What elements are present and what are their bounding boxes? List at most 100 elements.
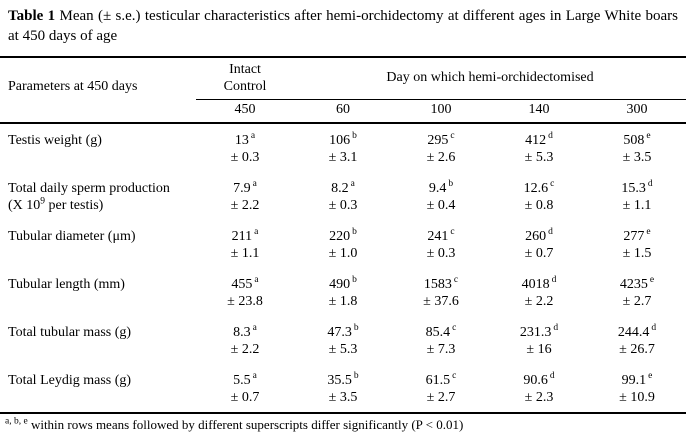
superscript-letter: b [448,178,454,189]
mean-value: 260 d [525,226,553,244]
value-cell: 231.3 d ± 16 [490,316,588,364]
col-header-group: Day on which hemi-orchidectomised [294,56,686,100]
se-value: ± 2.2 [524,294,554,310]
exponent: 9 [40,196,46,207]
se-value: ± 5.3 [328,342,358,358]
se-value: ± 2.2 [230,198,260,214]
superscript-letter: d [551,274,557,285]
superscript-letter: c [453,274,459,285]
superscript-letter: e [648,370,653,381]
mean-value: 277 e [623,226,651,244]
se-value: ± 16 [526,342,552,358]
value-cell: 35.5 b ± 3.5 [294,363,392,414]
footnote-text: within rows means followed by different … [30,416,464,432]
day-column-header: 140 [490,99,588,124]
se-value: ± 37.6 [423,294,459,310]
mean-value: 85.4 c [425,322,457,340]
se-value: ± 0.7 [524,246,554,262]
mean-value: 295 c [427,130,455,148]
mean-value: 7.9 a [233,178,257,196]
value-cell: 508 e ± 3.5 [588,123,686,172]
se-value: ± 26.7 [619,342,655,358]
se-value: ± 1.1 [230,246,260,262]
col-header-parameters: Parameters at 450 days [0,56,196,124]
value-cell: 220 b ± 1.0 [294,220,392,268]
se-value: ± 0.4 [426,198,456,214]
mean-value: 244.4 d [617,322,657,340]
mean-value: 4235 e [619,274,655,292]
mean-value: 106 b [329,130,357,148]
value-cell: 260 d ± 0.7 [490,220,588,268]
value-cell: 295 c ± 2.6 [392,123,490,172]
footnote: a, b, e within rows means followed by di… [0,414,686,433]
value-cell: 455 a ± 23.8 [196,268,294,316]
superscript-letter: e [649,274,655,285]
superscript-letter: b [352,226,357,237]
mean-value: 61.5 c [425,370,457,388]
value-cell: 7.9 a ± 2.2 [196,172,294,220]
mean-value: 455 a [231,274,259,292]
superscript-letter: a [252,322,257,333]
mean-value: 9.4 b [428,178,454,196]
se-value: ± 3.1 [328,150,358,166]
table-row: Tubular length (mm) 455 a ± 23.8 490 b ± 1… [0,268,686,316]
superscript-letter: a [254,274,259,285]
table-row: Testis weight (g) 13 a ± 0.3 106 b ± 3.1 2… [0,123,686,172]
value-cell: 241 c ± 0.3 [392,220,490,268]
col-header-intact-control: Intact Control [196,56,294,100]
se-value: ± 2.6 [426,150,456,166]
se-value: ± 5.3 [524,150,554,166]
value-cell: 12.6 c ± 0.8 [490,172,588,220]
value-cell: 211 a ± 1.1 [196,220,294,268]
day-column-header: 300 [588,99,686,124]
row-label: Total Leydig mass (g) [0,363,196,414]
se-value: ± 0.3 [230,150,260,166]
se-value: ± 1.8 [328,294,358,310]
mean-value: 8.3 a [233,322,257,340]
value-cell: 106 b ± 3.1 [294,123,392,172]
se-value: ± 10.9 [619,390,655,406]
superscript-letter: b [352,130,357,141]
se-value: ± 0.3 [328,198,358,214]
se-value: ± 2.3 [524,390,554,406]
day-column-header: 450 [196,99,294,124]
table-caption-text: Mean (± s.e.) testicular characteristics… [8,8,678,44]
mean-value: 508 e [623,130,651,148]
mean-value: 90.6 d [523,370,555,388]
row-label: Tubular length (mm) [8,276,125,292]
superscript-letter: b [352,274,357,285]
mean-value: 8.2 a [331,178,355,196]
value-cell: 61.5 c ± 2.7 [392,363,490,414]
superscript-letter: b [353,322,359,333]
mean-value: 13 a [234,130,256,148]
value-cell: 99.1 e ± 10.9 [588,363,686,414]
mean-value: 12.6 c [523,178,555,196]
mean-value: 5.5 a [233,370,257,388]
value-cell: 490 b ± 1.8 [294,268,392,316]
superscript-letter: c [450,226,455,237]
value-cell: 13 a ± 0.3 [196,123,294,172]
intact-line2: Control [223,79,267,95]
mean-value: 241 c [427,226,455,244]
table-row: Tubular diameter (μm) 211 a ± 1.1 220 b ± … [0,220,686,268]
table-row: Total daily sperm production (X 109 per … [0,172,686,220]
table-caption: Table 1 Mean (± s.e.) testicular charact… [0,0,686,47]
row-label: Testis weight (g) [8,132,102,148]
se-value: ± 1.5 [622,246,652,262]
mean-value: 490 b [329,274,357,292]
value-cell: 85.4 c ± 7.3 [392,316,490,364]
superscript-letter: c [550,178,555,189]
day-column-header: 60 [294,99,392,124]
value-cell: 4018 d ± 2.2 [490,268,588,316]
superscript-letter: a [252,178,257,189]
row-label: Tubular diameter (μm) [8,228,136,244]
se-value: ± 0.3 [426,246,456,262]
se-value: ± 2.7 [622,294,652,310]
superscript-letter: a [252,370,257,381]
mean-value: 4018 d [521,274,557,292]
superscript-letter: c [450,130,455,141]
superscript-letter: e [646,226,651,237]
superscript-letter: a [250,130,256,141]
mean-value: 1583 c [423,274,459,292]
